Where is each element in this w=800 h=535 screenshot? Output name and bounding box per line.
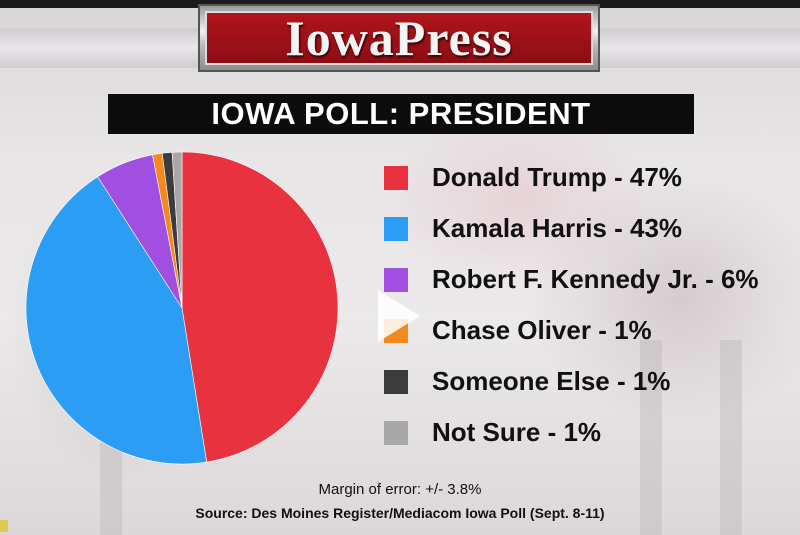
pie-slice-not-sure xyxy=(171,151,183,309)
legend-swatch xyxy=(384,420,408,445)
legend-label: Not Sure - 1% xyxy=(432,417,602,447)
legend-item: Someone Else - 1% xyxy=(384,366,670,397)
legend-label: Donald Trump - 47% xyxy=(432,162,682,192)
background-pillar xyxy=(720,340,742,535)
pie-slice-donald-trump xyxy=(181,151,339,463)
pie-slice-kamala-harris xyxy=(25,176,207,465)
corner-mark xyxy=(0,520,8,532)
legend-label: Robert F. Kennedy Jr. - 6% xyxy=(432,264,759,294)
legend-label: Chase Oliver - 1% xyxy=(432,315,652,345)
legend-item: Robert F. Kennedy Jr. - 6% xyxy=(384,264,759,295)
margin-of-error: Margin of error: +/- 3.8% xyxy=(318,481,482,498)
legend-item: Kamala Harris - 43% xyxy=(384,213,682,244)
source-note: Source: Des Moines Register/Mediacom Iow… xyxy=(195,505,605,521)
legend-swatch xyxy=(384,369,408,394)
legend-swatch xyxy=(384,216,408,241)
legend-item: Chase Oliver - 1% xyxy=(384,315,652,346)
legend-swatch xyxy=(384,267,408,292)
legend-item: Not Sure - 1% xyxy=(384,417,601,448)
legend-swatch xyxy=(384,165,408,190)
chart-title: IOWA POLL: PRESIDENT xyxy=(211,96,591,131)
pie-chart xyxy=(25,151,339,465)
logo-text: IowaPress xyxy=(285,10,513,66)
legend-item: Donald Trump - 47% xyxy=(384,162,682,193)
legend-label: Someone Else - 1% xyxy=(432,366,671,396)
iowa-press-logo: IowaPress xyxy=(198,4,600,72)
legend-label: Kamala Harris - 43% xyxy=(432,213,683,243)
chart-title-box: IOWA POLL: PRESIDENT xyxy=(108,94,694,134)
background-pillar xyxy=(640,340,662,535)
play-icon[interactable] xyxy=(378,290,420,342)
